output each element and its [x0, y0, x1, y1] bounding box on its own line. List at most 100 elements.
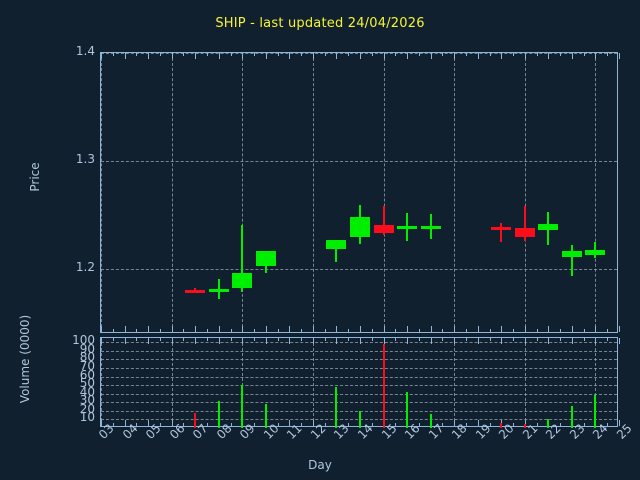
- axis-tick: [112, 53, 114, 56]
- axis-tick: [254, 338, 256, 341]
- axis-tick: [395, 329, 397, 332]
- axis-tick: [583, 338, 585, 341]
- axis-tick: [407, 53, 409, 59]
- candle-wick: [241, 224, 244, 292]
- axis-tick: [265, 338, 267, 344]
- candle-body: [491, 227, 512, 231]
- axis-tick: [348, 338, 350, 341]
- axis-tick: [571, 53, 573, 59]
- axis-tick: [442, 329, 444, 332]
- day-gridline: [524, 53, 526, 332]
- candle-wick: [382, 206, 385, 235]
- price-tick-label: 1.4: [75, 44, 95, 58]
- axis-tick: [595, 338, 597, 344]
- axis-tick: [360, 326, 361, 332]
- axis-tick: [336, 53, 338, 59]
- volume-bar: [406, 392, 409, 428]
- axis-tick: [183, 53, 185, 56]
- axis-tick: [289, 326, 291, 332]
- axis-tick: [442, 338, 444, 341]
- axis-tick: [371, 338, 373, 341]
- axis-tick: [312, 326, 314, 332]
- axis-tick: [383, 338, 385, 344]
- price-plot-area: [100, 52, 620, 333]
- axis-tick: [607, 329, 609, 332]
- day-gridline: [595, 53, 597, 332]
- axis-tick: [619, 420, 620, 426]
- axis-tick: [454, 420, 456, 426]
- axis-tick: [265, 53, 267, 59]
- candle-wick: [523, 206, 526, 242]
- axis-tick: [242, 326, 244, 332]
- axis-tick: [159, 338, 161, 341]
- axis-tick: [301, 329, 303, 332]
- volume-axis-title: Volume (0000): [18, 314, 32, 404]
- axis-tick: [112, 338, 114, 341]
- axis-tick: [124, 53, 126, 59]
- axis-tick: [289, 338, 291, 344]
- axis-tick: [524, 53, 526, 59]
- day-gridline: [454, 53, 456, 332]
- day-gridline: [312, 53, 314, 332]
- axis-tick: [619, 338, 620, 344]
- axis-tick: [218, 326, 220, 332]
- volume-y-tick-labels: 100 90 80 70 60 50 40 30 20 10: [58, 333, 95, 427]
- axis-tick: [524, 326, 526, 332]
- volume-tick-label: 60: [79, 367, 95, 382]
- axis-tick: [312, 420, 314, 426]
- axis-tick: [171, 338, 173, 344]
- axis-tick: [301, 53, 303, 56]
- axis-tick: [112, 329, 114, 332]
- axis-tick: [324, 338, 326, 341]
- candle-body: [538, 223, 559, 231]
- axis-tick: [442, 423, 444, 426]
- axis-tick: [124, 326, 126, 332]
- axis-tick: [548, 338, 550, 344]
- axis-tick: [230, 423, 232, 426]
- volume-gridline: [101, 350, 617, 352]
- volume-tick-label: 30: [79, 393, 95, 408]
- axis-tick: [524, 338, 526, 344]
- day-gridline: [312, 338, 314, 426]
- axis-tick: [607, 53, 609, 56]
- axis-tick: [348, 329, 350, 332]
- axis-tick: [230, 329, 232, 332]
- axis-tick: [101, 420, 102, 426]
- axis-tick: [465, 338, 467, 341]
- axis-tick: [513, 53, 515, 56]
- candle-body: [255, 250, 276, 266]
- axis-tick: [277, 329, 279, 332]
- axis-tick: [371, 53, 373, 56]
- volume-tick-label: 50: [79, 376, 95, 391]
- axis-tick: [183, 423, 185, 426]
- candle-body: [514, 228, 535, 237]
- x-axis-title: Day: [308, 458, 332, 472]
- volume-tick-label: 80: [79, 350, 95, 365]
- axis-tick: [489, 423, 491, 426]
- candle-body: [350, 217, 370, 237]
- axis-tick: [242, 338, 244, 344]
- axis-tick: [430, 326, 432, 332]
- axis-tick: [206, 53, 208, 56]
- axis-tick: [501, 326, 503, 332]
- axis-tick: [159, 329, 161, 332]
- axis-tick: [254, 329, 256, 332]
- axis-tick: [136, 329, 138, 332]
- axis-tick: [312, 53, 314, 59]
- axis-tick: [536, 53, 538, 56]
- axis-tick: [195, 326, 197, 332]
- axis-tick: [583, 53, 585, 56]
- candle-body: [373, 224, 394, 234]
- axis-tick: [454, 326, 456, 332]
- axis-tick: [513, 329, 515, 332]
- axis-tick: [171, 326, 173, 332]
- axis-tick: [465, 53, 467, 56]
- volume-bar: [570, 405, 573, 428]
- volume-bar: [264, 404, 267, 428]
- axis-tick: [571, 338, 573, 344]
- axis-tick: [513, 338, 515, 341]
- volume-gridline: [101, 368, 617, 369]
- candle-body: [561, 250, 582, 258]
- volume-bar: [382, 344, 385, 428]
- axis-tick: [583, 329, 585, 332]
